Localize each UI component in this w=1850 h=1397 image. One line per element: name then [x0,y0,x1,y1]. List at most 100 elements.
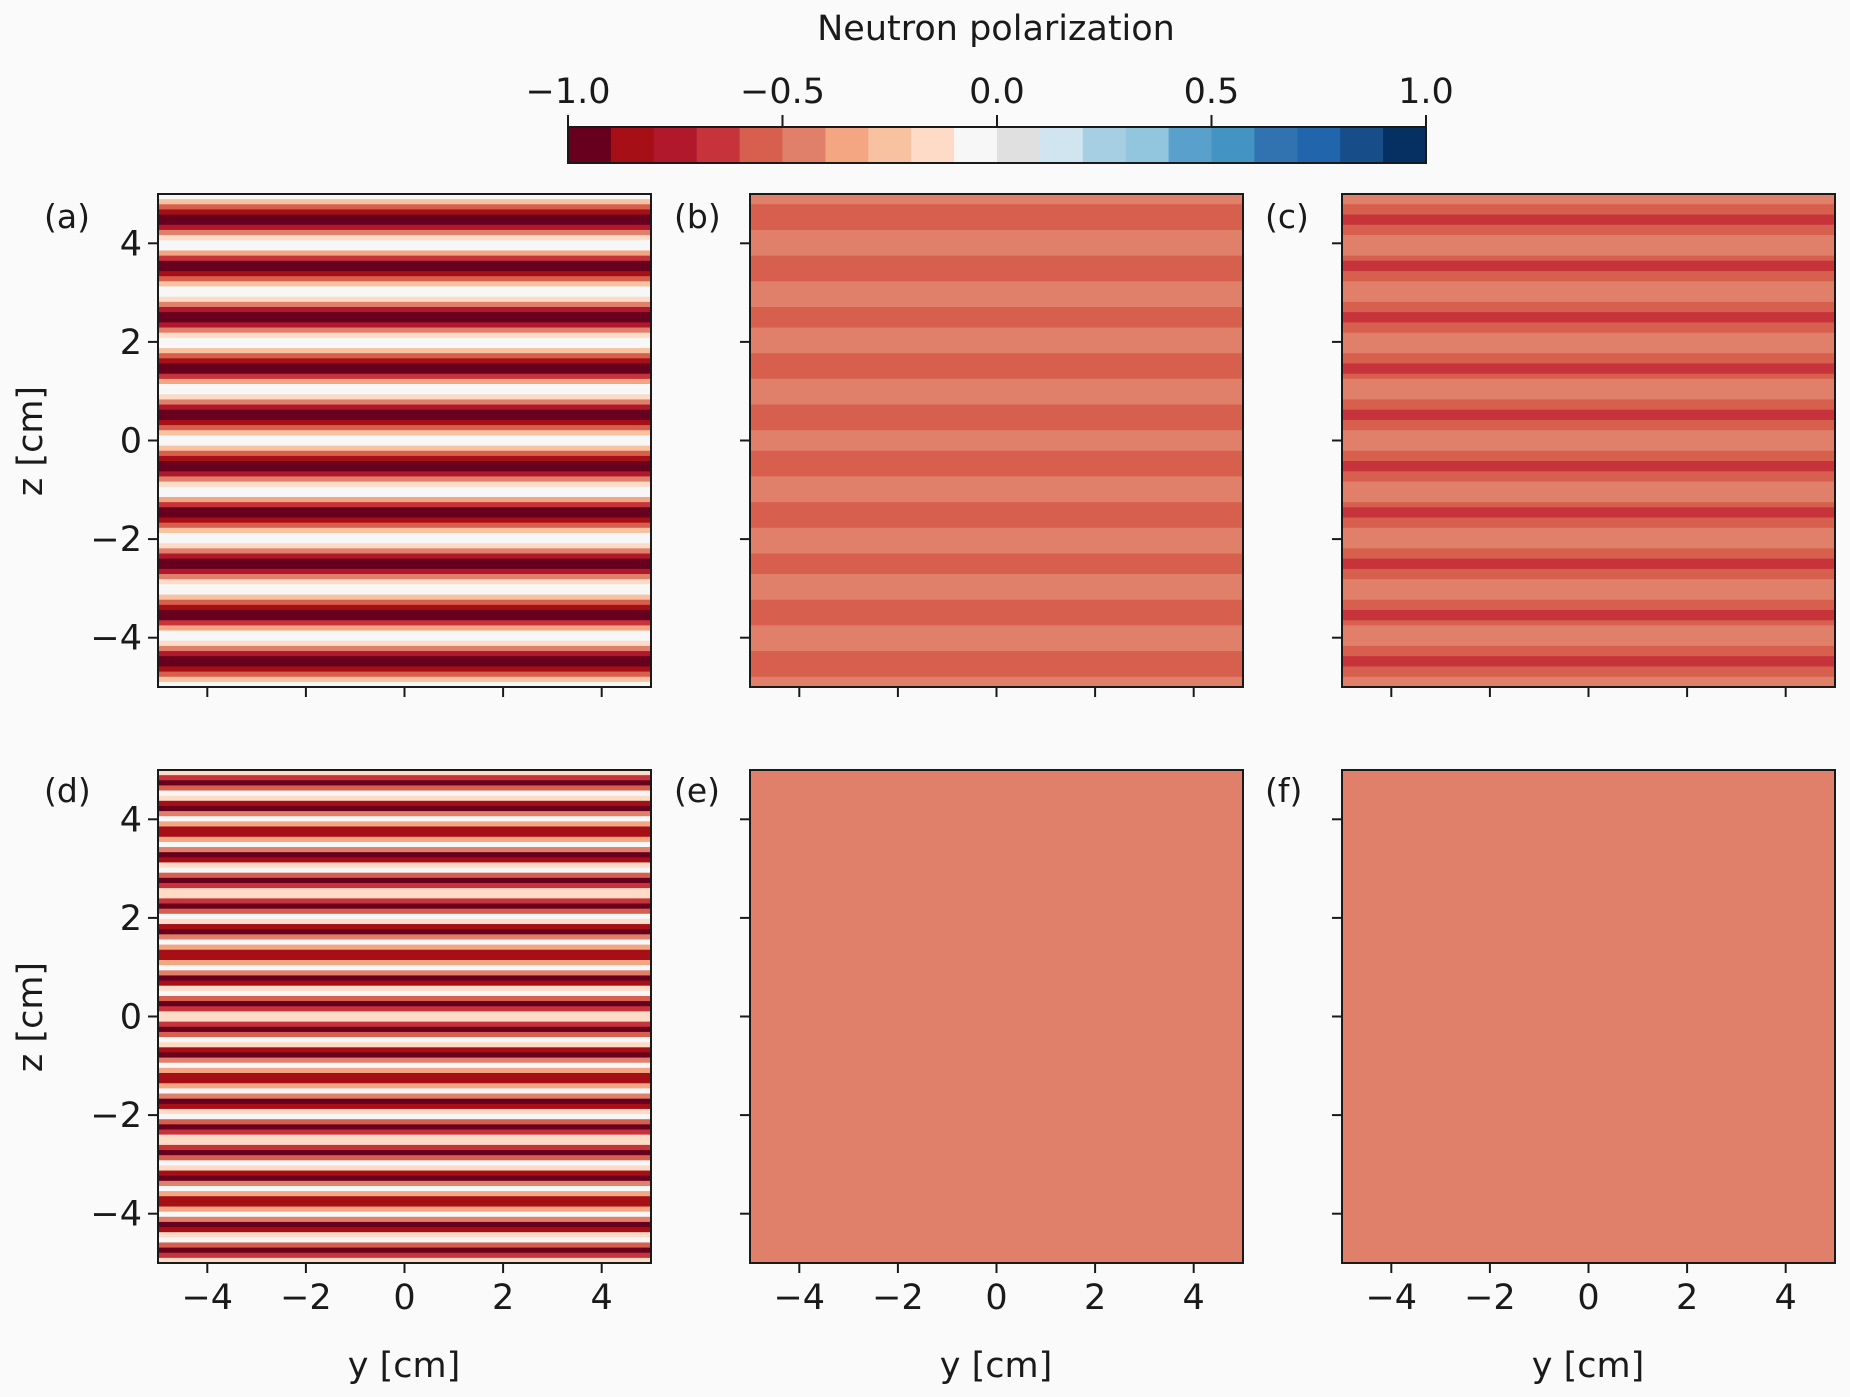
heatmap-cell [158,204,651,211]
x-tick-label: −2 [872,1278,924,1318]
heatmap-cell [158,1257,651,1263]
heatmap-cell [750,821,1243,828]
heatmap-cell [158,548,651,555]
panel-label-a: (a) [44,197,90,236]
heatmap-cell [1342,260,1835,267]
heatmap-cell [750,450,1243,457]
colorbar-swatch-12 [1082,127,1127,163]
heatmap-cell [750,389,1243,395]
heatmap-cell [158,527,651,534]
heatmap-cell [1342,805,1835,812]
panel-c: (c) [1265,193,1836,697]
heatmap-cell [750,229,1243,236]
heatmap-cell [750,553,1243,560]
heatmap-cell [750,908,1243,915]
heatmap-cell [158,821,651,828]
heatmap-cell [750,666,1243,673]
heatmap-cell [158,1155,651,1161]
colorbar-tick-label-3: 0.5 [1184,72,1240,112]
heatmap-cell [1342,1191,1835,1197]
heatmap-cell [158,872,651,879]
heatmap-cell [1342,363,1835,370]
heatmap-cell [1342,568,1835,575]
heatmap-cell [158,666,651,673]
heatmap-cell [1342,312,1835,318]
heatmap-cell [1342,635,1835,642]
heatmap-cell [1342,929,1835,935]
heatmap-cell [158,785,651,792]
heatmap-cell [158,1001,651,1007]
heatmap-cell [750,609,1243,616]
heatmap-cell [158,209,651,216]
heatmap-cell [158,975,651,982]
heatmap-cell [750,574,1243,580]
heatmap-cell [158,770,651,776]
heatmap-image-f [1342,770,1835,1263]
heatmap-cell [750,800,1243,807]
heatmap-cell [750,496,1243,503]
heatmap-cell [1342,1170,1835,1177]
heatmap-cell [1342,944,1835,951]
heatmap-cell [750,532,1243,539]
heatmap-cell [750,790,1243,797]
heatmap-cell [158,306,651,313]
heatmap-cell [158,265,651,272]
heatmap-cell [158,368,651,375]
heatmap-cell [158,681,651,687]
heatmap-cell [750,681,1243,687]
heatmap-cell [1342,857,1835,864]
heatmap-cell [1342,425,1835,431]
heatmap-cell [750,882,1243,889]
heatmap-cell [1342,836,1835,843]
heatmap-cell [158,543,651,549]
x-tick-label: −2 [1464,1278,1516,1318]
heatmap-image-b [750,194,1243,687]
heatmap-cell [158,317,651,323]
heatmap-cell [750,312,1243,318]
colorbar: Neutron polarization −1.0 −0.5 0.0 0.5 1.0 [526,9,1454,164]
heatmap-cell [1342,589,1835,596]
colorbar-swatch-14 [1168,127,1213,163]
heatmap-cell [750,831,1243,838]
heatmap-cell [750,630,1243,637]
heatmap-cell [158,353,651,359]
heatmap-cell [750,404,1243,411]
heatmap-cell [750,568,1243,575]
heatmap-cell [158,486,651,493]
heatmap-cell [1342,882,1835,889]
heatmap-cell [158,512,651,519]
heatmap-cell [750,960,1243,966]
heatmap-cell [1342,903,1835,910]
heatmap-cell [158,877,651,884]
heatmap-cell [158,404,651,411]
heatmap-cell [158,1103,651,1110]
colorbar-swatch-2 [653,127,698,163]
heatmap-cell [158,425,651,431]
ticks-a: −4 −2 0 2 4 [90,224,603,697]
heatmap-cell [158,1098,651,1105]
heatmap-cell [158,414,651,421]
heatmap-image-a [158,194,651,687]
heatmap-cell [158,219,651,226]
heatmap-cell [1342,1252,1835,1259]
heatmap-cell [1342,908,1835,915]
heatmap-cell [750,1191,1243,1197]
heatmap-cell [158,965,651,971]
heatmap-cell [750,985,1243,992]
colorbar-tick-label-1: −0.5 [740,72,825,112]
heatmap-cell [158,908,651,915]
heatmap-cell [750,620,1243,626]
heatmap-cell [1342,517,1835,524]
heatmap-cell [1342,995,1835,1002]
heatmap-cell [750,676,1243,683]
heatmap-cell [1342,240,1835,246]
heatmap-cell [158,430,651,436]
heatmap-cell [1342,419,1835,426]
x-tick-label: 0 [985,1278,1007,1318]
heatmap-cell [1342,409,1835,416]
heatmap-cell [1342,1227,1835,1233]
heatmap-cell [158,532,651,539]
heatmap-cell [1342,954,1835,961]
x-tick-label: −4 [181,1278,233,1318]
heatmap-cell [158,496,651,503]
